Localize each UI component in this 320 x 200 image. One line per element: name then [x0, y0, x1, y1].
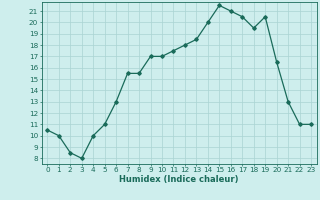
X-axis label: Humidex (Indice chaleur): Humidex (Indice chaleur) — [119, 175, 239, 184]
